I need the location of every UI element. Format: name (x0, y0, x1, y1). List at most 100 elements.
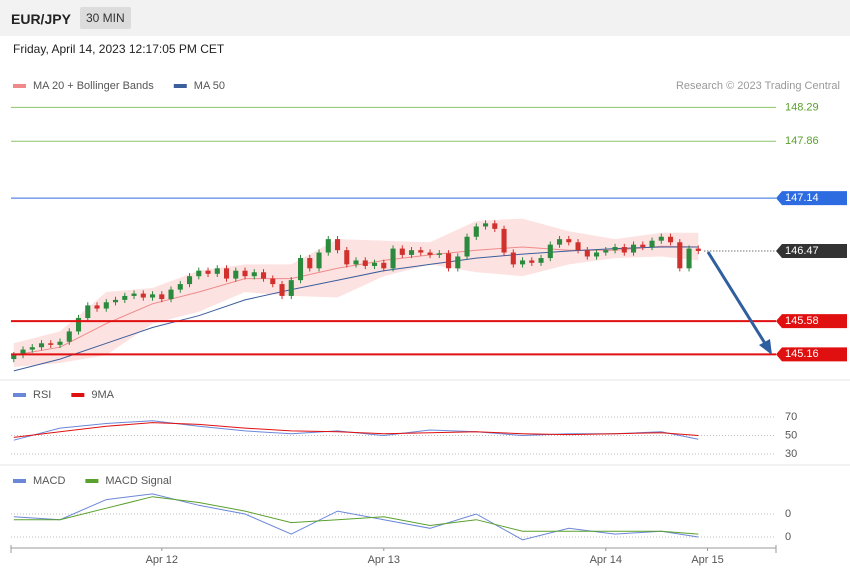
candle-body (529, 260, 535, 263)
legend-swatch (13, 479, 26, 483)
y-tick-label: 0 (785, 531, 791, 543)
forecast-arrow (706, 251, 772, 355)
candle-body (353, 260, 359, 265)
candle-body (612, 247, 618, 251)
level-tag (776, 243, 847, 258)
candle-body (11, 355, 17, 360)
candle-body (103, 302, 109, 309)
symbol[interactable]: EUR/JPY (11, 11, 71, 27)
candle-body (20, 349, 26, 356)
candle-body (381, 262, 387, 269)
candle-body (695, 248, 701, 251)
x-tick-label: Apr 13 (368, 554, 400, 566)
x-tick-label: Apr 14 (590, 554, 622, 566)
candle-body (85, 305, 91, 319)
candle-body (168, 289, 174, 300)
candle-body (473, 226, 479, 237)
candle-body (492, 223, 498, 229)
candle-body (75, 318, 82, 332)
y-tick-label: 50 (785, 429, 797, 441)
credit: Research © 2023 Trading Central (676, 80, 840, 92)
indicator-line (13, 496, 699, 535)
candle-body (112, 299, 119, 303)
level-label: 147.86 (785, 135, 819, 147)
candle-body (418, 250, 424, 253)
x-tick-label: Apr 12 (146, 554, 178, 566)
candle-body (556, 239, 563, 245)
candle-body (297, 258, 304, 281)
candle-body (140, 293, 146, 298)
candle-body (242, 270, 248, 277)
legend-swatch (173, 84, 187, 88)
candle-body (38, 343, 45, 348)
legend-label: RSI (33, 389, 51, 401)
candle-body (307, 258, 313, 269)
candle-body (668, 236, 674, 243)
legend-swatch (13, 84, 26, 88)
candle-body (270, 278, 276, 285)
candle-body (408, 250, 415, 255)
candle-body (482, 223, 489, 227)
candle-body (48, 343, 54, 345)
candle-body (547, 244, 553, 259)
candle-body (251, 272, 257, 277)
legend-label: MACD Signal (105, 475, 171, 487)
candle-body (131, 293, 137, 296)
candle-body (316, 252, 322, 269)
legend-label: MA 20 + Bollinger Bands (33, 80, 154, 92)
candle-body (519, 260, 526, 265)
candle-body (334, 239, 341, 251)
candle-body (677, 242, 683, 269)
indicator-line (13, 422, 699, 438)
level-label: 147.14 (785, 192, 819, 204)
legend-label: MACD (33, 475, 65, 487)
candle-body (159, 294, 165, 300)
y-tick-label: 30 (785, 448, 797, 460)
level-label: 145.16 (785, 348, 819, 360)
candle-body (122, 295, 128, 300)
timeframe-button[interactable]: 30 MIN (80, 7, 131, 29)
indicator-line (13, 493, 699, 541)
candle-body (344, 250, 350, 265)
candle-body (566, 239, 572, 243)
candle-body (436, 253, 442, 255)
legend-swatch (13, 393, 26, 397)
x-tick-label: Apr 15 (691, 554, 723, 566)
candle-body (94, 305, 100, 309)
timestamp: Friday, April 14, 2023 12:17:05 PM CET (13, 42, 225, 56)
candle-body (214, 268, 220, 274)
level-label: 145.58 (785, 315, 819, 327)
candle-body (658, 236, 664, 241)
y-tick-label: 70 (785, 411, 797, 423)
candle-body (510, 252, 516, 265)
candle-body (464, 236, 470, 257)
candle-body (29, 347, 35, 350)
candle-body (223, 268, 230, 279)
candle-body (196, 270, 202, 277)
moving-average (13, 246, 699, 372)
level-label: 146.47 (785, 245, 819, 257)
candle-body (501, 228, 507, 253)
header-bar: EUR/JPY 30 MIN (0, 0, 850, 36)
candle-body (288, 280, 294, 296)
level-tag (776, 191, 847, 206)
level-tag (776, 347, 847, 362)
candle-body (177, 284, 183, 290)
legend-swatch (85, 479, 99, 483)
candle-body (325, 239, 331, 253)
legend-swatch (71, 393, 85, 397)
candle-body (427, 252, 433, 255)
candle-body (279, 284, 285, 296)
candle-body (584, 250, 590, 257)
candle-body (649, 240, 655, 248)
candle-body (445, 253, 452, 269)
candle-body (686, 248, 692, 269)
candle-body (631, 244, 637, 253)
candle-body (399, 248, 405, 255)
candle-body (575, 242, 581, 251)
candle-body (57, 341, 63, 345)
level-label: 148.29 (785, 101, 819, 113)
candle-body (233, 270, 239, 279)
